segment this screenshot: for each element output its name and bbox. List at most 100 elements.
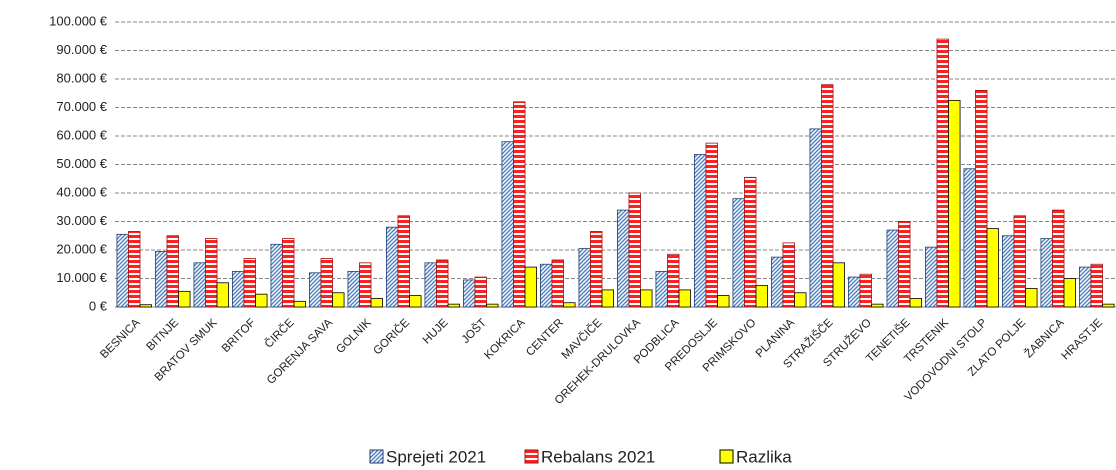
bar [925, 246, 938, 308]
bar [320, 258, 333, 308]
y-tick-label: 30.000 € [56, 213, 107, 228]
bar [193, 262, 206, 308]
bar [628, 192, 641, 308]
bar [705, 142, 718, 308]
bar [309, 272, 322, 308]
bar [578, 248, 591, 308]
bar [347, 270, 360, 308]
bar [447, 303, 460, 308]
bar [601, 289, 614, 308]
x-tick-label: JOŠT [459, 316, 489, 346]
bar [617, 209, 630, 308]
y-tick-label: 80.000 € [56, 70, 107, 85]
y-tick-label: 70.000 € [56, 99, 107, 114]
bar [359, 262, 372, 308]
bar [501, 141, 514, 308]
y-tick-label: 0 € [89, 298, 108, 313]
x-tick-label: BITNJE [145, 317, 182, 354]
bar [205, 238, 218, 308]
bar [513, 101, 526, 308]
bar [216, 282, 229, 308]
bar [936, 38, 949, 308]
bar [155, 251, 168, 308]
bar [859, 273, 872, 308]
y-tick-label: 90.000 € [56, 42, 107, 57]
bar [886, 229, 899, 308]
bar [871, 303, 884, 308]
bar [409, 295, 422, 308]
y-tick-label: 10.000 € [56, 270, 107, 285]
bar [794, 292, 807, 308]
bar [436, 259, 449, 308]
bar [139, 304, 152, 308]
x-tick-label: GOLNIK [334, 317, 373, 356]
x-tick-label: BRITOF [220, 317, 258, 355]
bar [397, 215, 410, 308]
bar [563, 302, 576, 308]
bar [1002, 235, 1015, 308]
bar [1025, 288, 1038, 308]
bar [848, 276, 861, 308]
bar [755, 285, 768, 308]
x-tick-label: HRASTJE [1059, 317, 1105, 363]
y-tick-label: 20.000 € [56, 241, 107, 256]
bar [909, 298, 922, 308]
bar [640, 289, 653, 308]
bar [832, 262, 845, 308]
bar [667, 253, 680, 308]
bar [255, 293, 268, 308]
bar [948, 99, 961, 308]
bar [590, 231, 603, 308]
x-tick-label: ČIRČE [262, 316, 297, 351]
bar [771, 256, 784, 308]
legend-label: Razlika [736, 447, 792, 466]
x-tick-label: KOKRICA [482, 317, 527, 362]
bar [986, 228, 999, 308]
bar [270, 243, 283, 308]
bar [963, 168, 976, 308]
bar [243, 258, 256, 308]
bar [782, 242, 795, 308]
y-tick-label: 50.000 € [56, 156, 107, 171]
bar [386, 226, 399, 308]
bar [1052, 209, 1065, 308]
bar [282, 238, 295, 308]
bar [116, 233, 129, 308]
bar [486, 303, 499, 308]
bar [975, 90, 988, 308]
bar [898, 221, 911, 308]
bar [1040, 238, 1053, 308]
legend-swatch [369, 449, 384, 464]
bar [370, 298, 383, 308]
bar [463, 279, 476, 308]
bar [809, 128, 822, 308]
bar [232, 270, 245, 308]
y-tick-label: 40.000 € [56, 184, 107, 199]
y-tick-label: 60.000 € [56, 127, 107, 142]
bar [551, 259, 564, 308]
bar [540, 263, 553, 308]
bar [128, 231, 141, 308]
x-tick-label: HUJE [421, 317, 451, 347]
legend-swatch [524, 449, 539, 464]
bar [717, 295, 730, 308]
legend-label: Sprejeti 2021 [386, 447, 486, 466]
bar [1063, 278, 1076, 308]
bar [1102, 303, 1115, 308]
bar [1090, 263, 1103, 308]
bar [732, 198, 745, 308]
x-tick-label: GORENJA SAVA [265, 317, 335, 387]
y-tick-label: 100.000 € [49, 13, 108, 28]
bar [332, 292, 345, 308]
x-tick-label: GORIČE [371, 316, 413, 358]
legend-swatch [719, 449, 734, 464]
bar [655, 270, 668, 308]
legend-label: Rebalans 2021 [541, 447, 655, 466]
bar [293, 300, 306, 308]
bar [1079, 266, 1092, 308]
bar [524, 266, 537, 308]
x-tick-label: BESNICA [98, 317, 142, 361]
bar [1013, 215, 1026, 308]
bar [424, 262, 437, 308]
